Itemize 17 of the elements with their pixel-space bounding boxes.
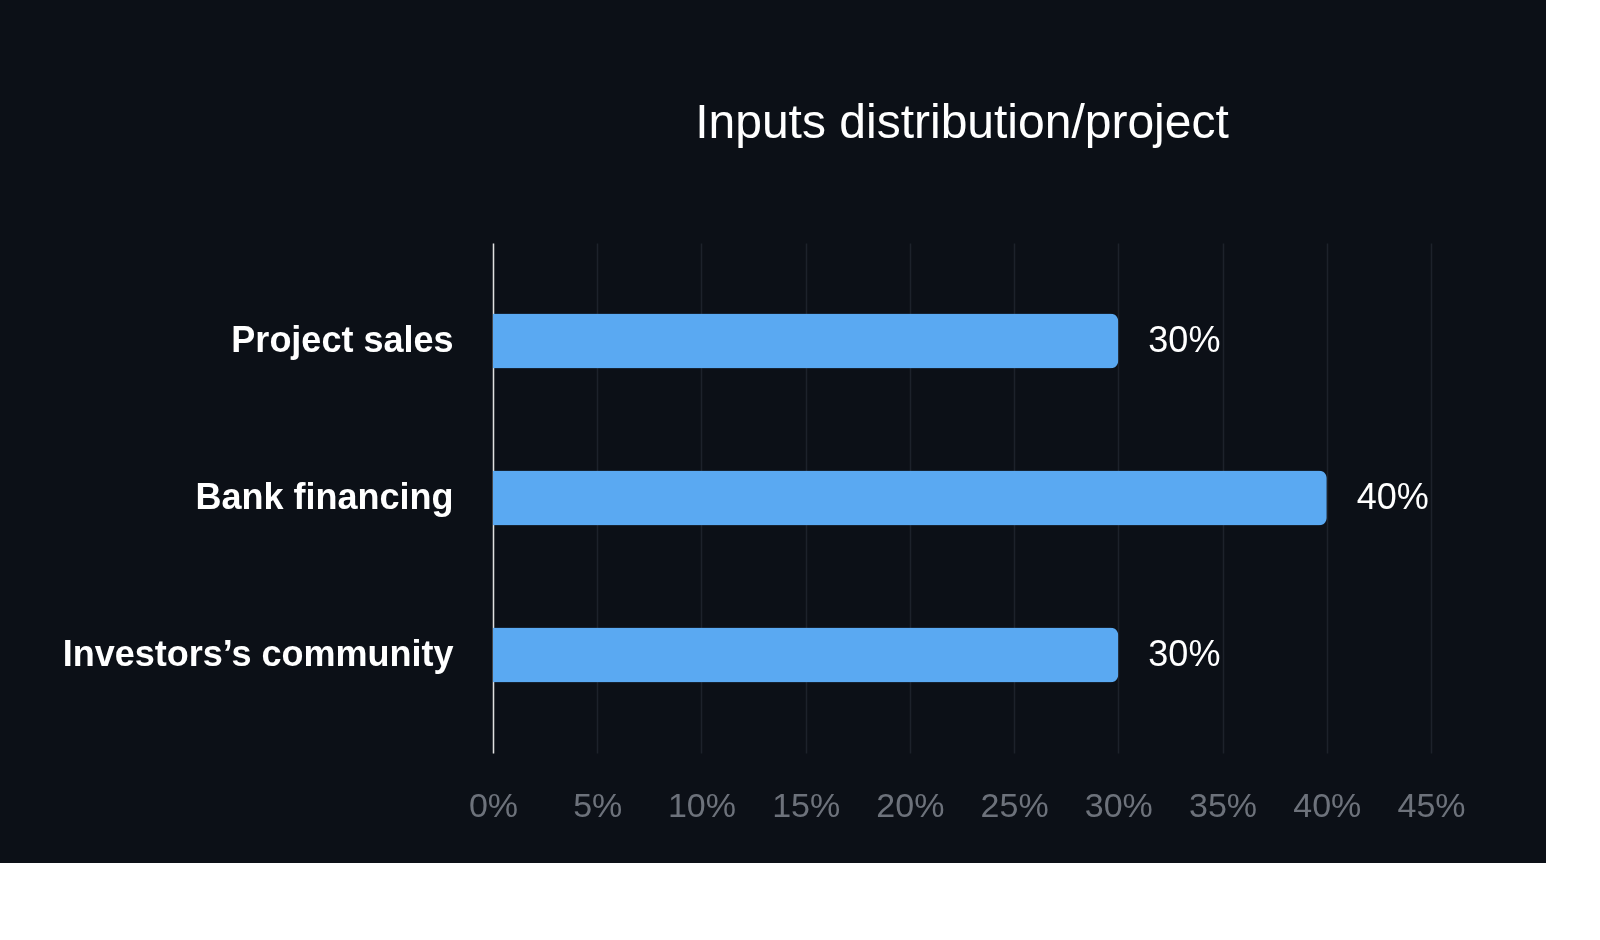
x-tick-label: 45% [1397, 785, 1466, 824]
data-label: 40% [1356, 476, 1429, 517]
data-label: 30% [1148, 632, 1221, 674]
chart-title: Inputs distribution/project [695, 95, 1229, 148]
data-label: 30% [1148, 319, 1221, 361]
x-tick-label: 30% [1084, 785, 1153, 824]
x-tick-label: 10% [667, 785, 736, 824]
x-tick-label: 20% [876, 785, 945, 824]
x-tick-label: 25% [980, 785, 1049, 824]
x-tick-label: 5% [573, 785, 623, 824]
y-tick-label: Project sales [231, 319, 454, 361]
x-tick-label: 15% [772, 785, 841, 824]
y-tick-label: Investors’s community [62, 632, 454, 674]
y-tick-label: Bank financing [195, 476, 454, 517]
x-tick-label: 35% [1189, 785, 1258, 824]
x-tick-label: 0% [468, 785, 519, 824]
x-tick-label: 40% [1293, 785, 1362, 824]
